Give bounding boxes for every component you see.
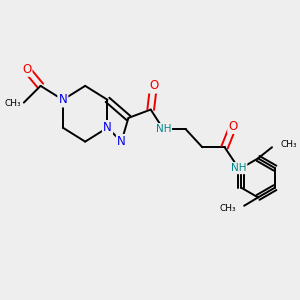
Text: NH: NH [155, 124, 171, 134]
Text: O: O [228, 120, 238, 133]
Text: O: O [22, 63, 31, 76]
Text: CH₃: CH₃ [280, 140, 297, 149]
Text: O: O [149, 80, 158, 92]
Text: CH₃: CH₃ [4, 100, 21, 109]
Text: N: N [58, 93, 67, 106]
Text: N: N [103, 121, 112, 134]
Text: N: N [117, 135, 126, 148]
Text: CH₃: CH₃ [219, 204, 236, 213]
Text: NH: NH [231, 163, 246, 173]
